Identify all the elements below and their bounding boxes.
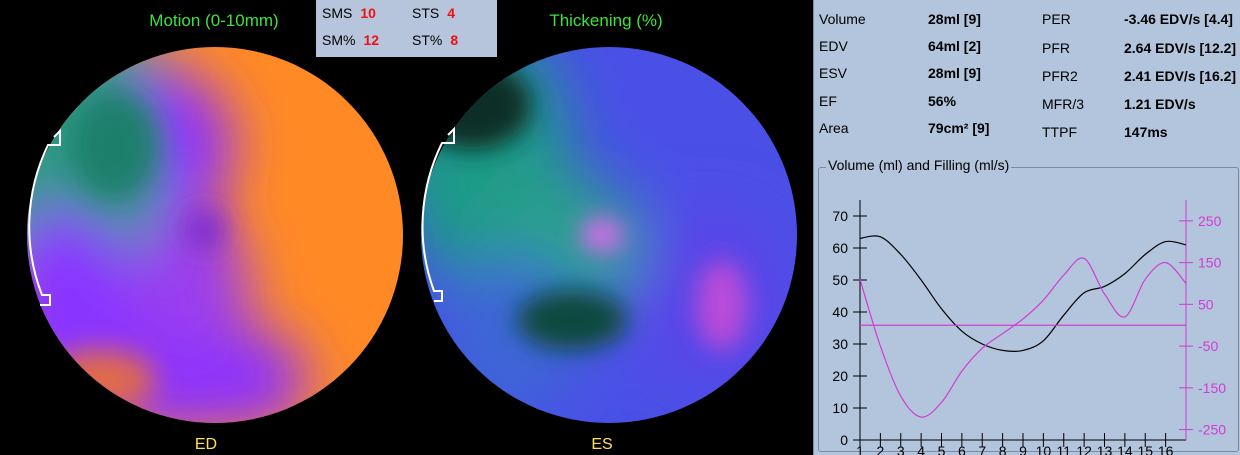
stat-label-per: PER	[1042, 11, 1071, 27]
stat-value-area: 79cm² [9]	[928, 120, 990, 136]
chart-title: Volume (ml) and Filling (ml/s)	[826, 157, 1012, 173]
motion-map-title: Motion (0-10mm)	[149, 11, 279, 30]
stat-label-ef: EF	[819, 93, 837, 109]
motion-polar-map[interactable]	[20, 35, 410, 435]
left-axis-tick-label: 50	[832, 272, 848, 288]
left-axis-tick-label: 10	[832, 400, 848, 416]
stat-label-mfr3: MFR/3	[1042, 96, 1084, 112]
stat-value-volume: 28ml [9]	[928, 11, 981, 27]
polar-maps-area: Motion (0-10mm) Thickening (%) SMS 10 STS…	[20, 0, 802, 453]
right-axis-tick-label: 250	[1198, 213, 1222, 229]
stat-value-esv: 28ml [9]	[928, 65, 981, 81]
x-axis-tick-label: 2	[876, 443, 884, 455]
x-axis-tick-label: 16	[1158, 443, 1174, 455]
stat-label-pfr2: PFR2	[1042, 68, 1078, 84]
filling-curve	[859, 257, 1187, 418]
stat-label-area: Area	[819, 120, 849, 136]
stat-value-per: -3.46 EDV/s [4.4]	[1124, 11, 1233, 27]
score-sms: SMS 10	[322, 5, 376, 21]
stat-label-volume: Volume	[819, 11, 866, 27]
stat-label-esv: ESV	[819, 65, 848, 81]
thickening-map-title: Thickening (%)	[549, 11, 663, 30]
left-axis-tick-label: 20	[832, 368, 848, 384]
left-axis-tick-label: 70	[832, 208, 848, 224]
right-axis-tick-label: 50	[1198, 296, 1214, 312]
x-axis-tick-label: 6	[958, 443, 966, 455]
score-sm-percent: SM% 12	[322, 32, 380, 48]
score-box: SMS 10 STS 4 SM% 12 ST% 8	[316, 0, 497, 57]
x-axis-tick-label: 12	[1076, 443, 1092, 455]
x-axis-tick-label: 9	[1019, 443, 1027, 455]
stat-value-pfr2: 2.41 EDV/s [16.2]	[1124, 68, 1237, 84]
left-axis-tick-label: 30	[832, 336, 848, 352]
left-axis-tick-label: 40	[832, 304, 848, 320]
x-axis-tick-label: 8	[999, 443, 1007, 455]
stat-value-ef: 56%	[928, 93, 957, 109]
results-panel: Volume 28ml [9] EDV 64ml [2] ESV 28ml [9…	[813, 0, 1240, 455]
left-axis-tick-label: 60	[832, 240, 848, 256]
x-axis-tick-label: 11	[1056, 443, 1071, 455]
right-axis-tick-label: -50	[1198, 338, 1218, 354]
stat-value-pfr: 2.64 EDV/s [12.2]	[1124, 40, 1237, 56]
x-axis-tick-label: 1	[856, 443, 864, 455]
right-axis-tick-label: -150	[1198, 380, 1226, 396]
score-sts: STS 4	[412, 5, 456, 21]
right-axis-tick-label: 150	[1198, 255, 1222, 271]
stat-value-mfr3: 1.21 EDV/s	[1124, 96, 1196, 112]
stat-label-ttpf: TTPF	[1042, 124, 1077, 140]
stat-value-edv: 64ml [2]	[928, 38, 981, 54]
es-label: ES	[591, 436, 613, 453]
left-axis-tick-label: 0	[840, 432, 848, 448]
x-axis-tick-label: 10	[1036, 443, 1052, 455]
stat-label-pfr: PFR	[1042, 40, 1070, 56]
stat-value-ttpf: 147ms	[1124, 124, 1168, 140]
x-axis-tick-label: 14	[1117, 443, 1133, 455]
x-axis-tick-label: 15	[1137, 443, 1153, 455]
x-axis-tick-label: 3	[897, 443, 905, 455]
x-axis-tick-label: 4	[917, 443, 925, 455]
chart-groupbox	[818, 167, 1239, 452]
motion-segment-outline	[28, 128, 61, 306]
ed-label: ED	[194, 436, 218, 453]
x-axis-tick-label: 13	[1097, 443, 1113, 455]
x-axis-tick-label: 5	[938, 443, 946, 455]
thickening-polar-map[interactable]	[412, 35, 802, 435]
score-st-percent: ST% 8	[412, 32, 459, 48]
stat-label-edv: EDV	[819, 38, 848, 54]
x-axis-tick-label: 7	[978, 443, 986, 455]
thickening-segment-outline	[421, 126, 455, 302]
right-axis-tick-label: -250	[1198, 422, 1226, 438]
volume-curve	[859, 235, 1187, 353]
